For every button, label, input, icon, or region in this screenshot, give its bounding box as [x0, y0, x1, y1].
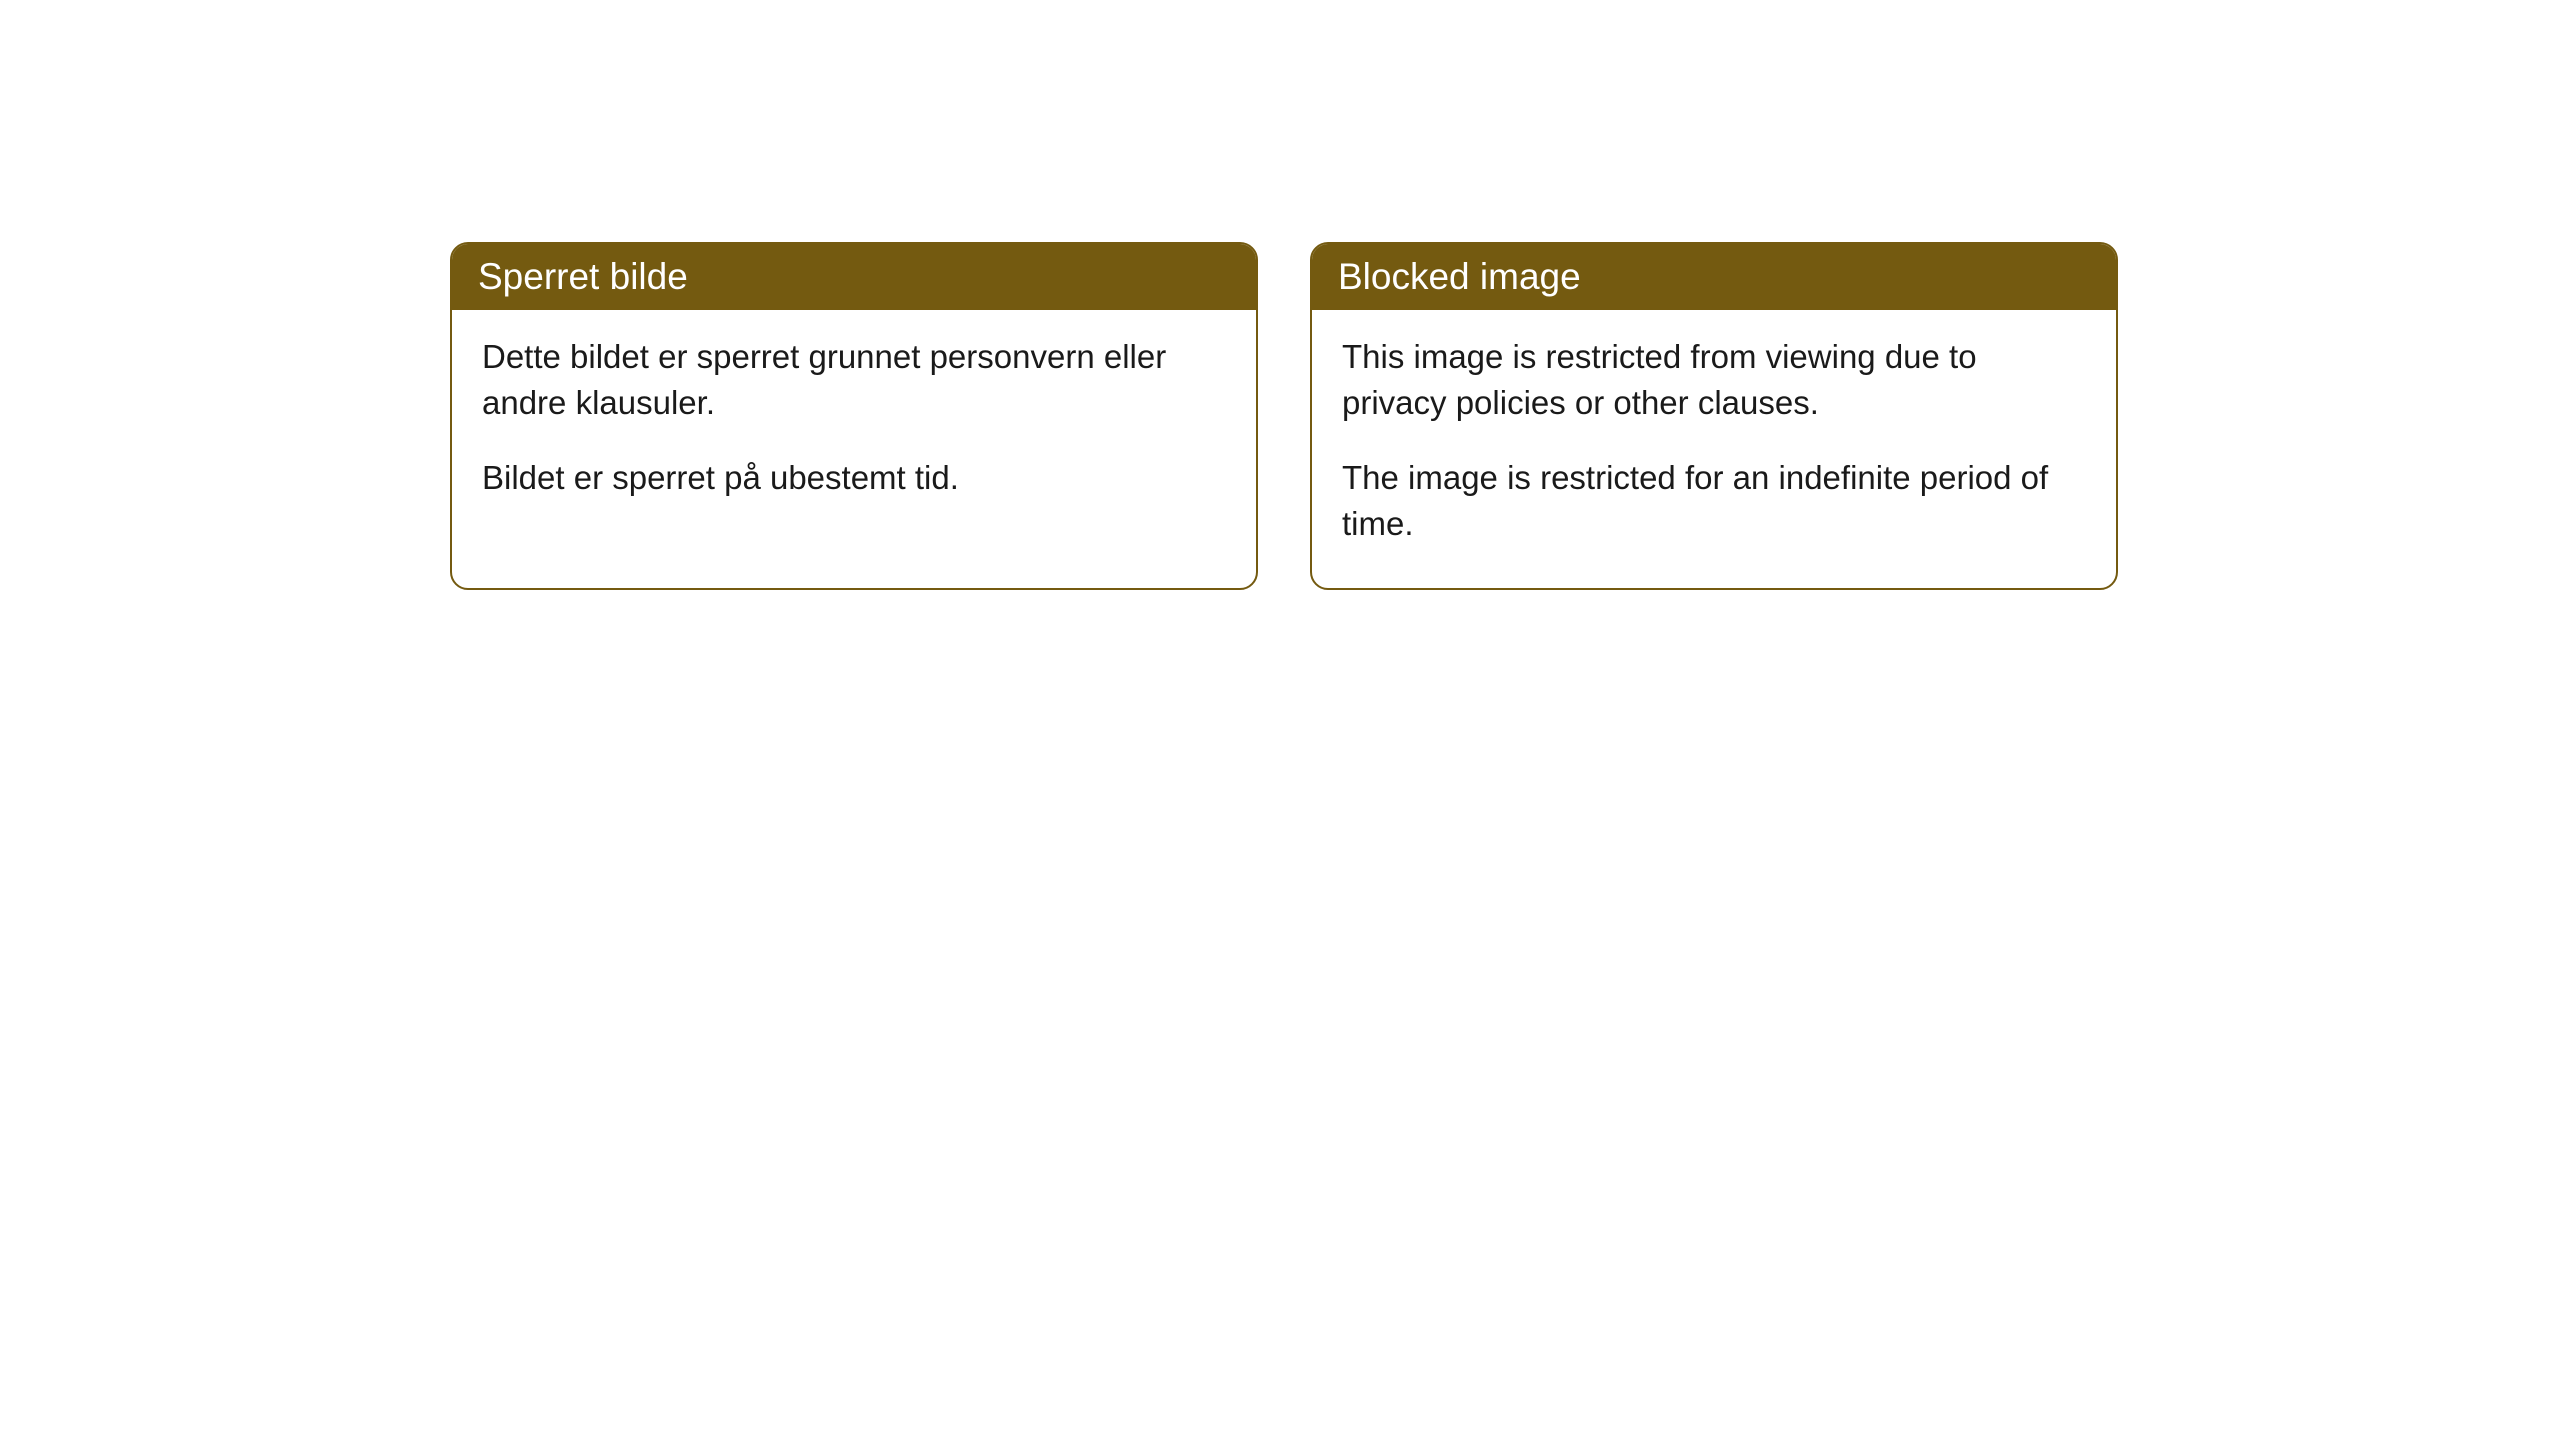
- card-paragraph-2: The image is restricted for an indefinit…: [1342, 455, 2086, 546]
- card-paragraph-1: Dette bildet er sperret grunnet personve…: [482, 334, 1226, 425]
- card-paragraph-1: This image is restricted from viewing du…: [1342, 334, 2086, 425]
- blocked-image-card-english: Blocked image This image is restricted f…: [1310, 242, 2118, 590]
- notice-cards-container: Sperret bilde Dette bildet er sperret gr…: [0, 0, 2560, 590]
- card-body: Dette bildet er sperret grunnet personve…: [452, 310, 1256, 543]
- card-header: Blocked image: [1312, 244, 2116, 310]
- card-header: Sperret bilde: [452, 244, 1256, 310]
- card-body: This image is restricted from viewing du…: [1312, 310, 2116, 588]
- blocked-image-card-norwegian: Sperret bilde Dette bildet er sperret gr…: [450, 242, 1258, 590]
- card-paragraph-2: Bildet er sperret på ubestemt tid.: [482, 455, 1226, 501]
